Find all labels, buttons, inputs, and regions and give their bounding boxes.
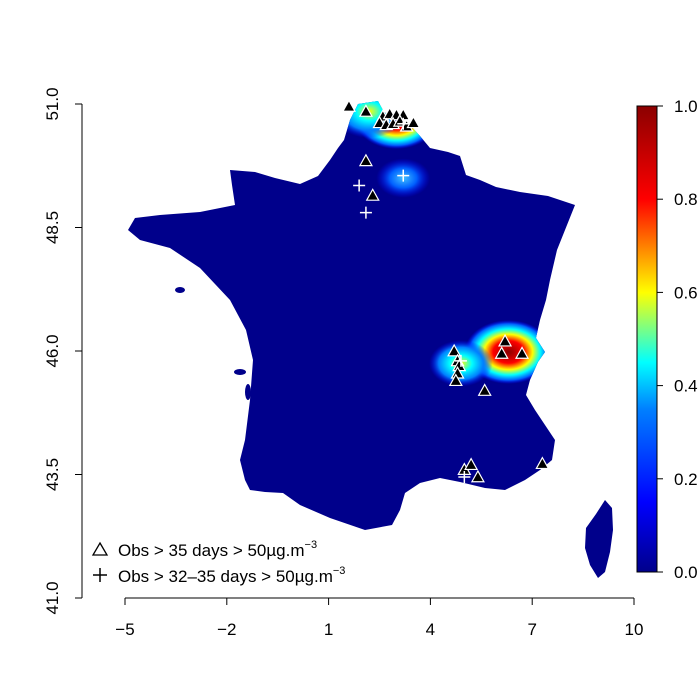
x-tick-label: 10 [625, 620, 644, 639]
x-tick-label: −2 [217, 620, 236, 639]
x-axis: −5 −2 1 4 7 10 [115, 597, 644, 639]
obs-triangle-marker [365, 188, 380, 201]
obs-triangle-marker [515, 346, 530, 359]
obs-plus-marker [353, 179, 366, 192]
observation-markers [341, 99, 550, 483]
obs-triangle-marker [358, 153, 373, 167]
obs-triangle-marker [358, 104, 373, 117]
x-tick-label: 1 [324, 620, 333, 639]
obs-triangle-marker [535, 456, 550, 470]
obs-triangle-marker [498, 333, 513, 347]
map-area [128, 99, 613, 578]
y-tick-label: 46.0 [43, 334, 62, 367]
obs-triangle-marker [341, 99, 356, 112]
colorbar: 0.0 0.2 0.4 0.6 0.8 1.0 [636, 97, 698, 582]
legend-triangle-label: Obs > 35 days > 50µg.m−3 [118, 539, 317, 560]
obs-triangle-marker [406, 115, 421, 129]
france-mainland [128, 101, 575, 530]
ile-de-re [234, 369, 246, 375]
legend-plus-icon [93, 568, 107, 582]
colorbar-tick-label: 0.8 [674, 190, 698, 209]
obs-triangle-marker [470, 469, 485, 483]
colorbar-tick-label: 0.6 [674, 283, 698, 302]
obs-plus-marker [454, 354, 467, 367]
obs-plus-marker [458, 470, 471, 483]
ile-d-oleron [245, 384, 251, 400]
colorbar-gradient [636, 105, 658, 573]
y-tick-label: 51.0 [43, 87, 62, 120]
obs-plus-marker [397, 117, 410, 130]
y-tick-label: 41.0 [43, 581, 62, 614]
legend: Obs > 35 days > 50µg.m−3 Obs > 32–35 day… [91, 539, 345, 586]
x-tick-label: 4 [426, 620, 435, 639]
y-tick-label: 43.5 [43, 458, 62, 491]
colorbar-tick-label: 1.0 [674, 97, 698, 116]
obs-triangle-marker [477, 383, 492, 396]
obs-plus-marker [359, 206, 372, 219]
obs-triangle-marker [448, 373, 463, 387]
y-axis: 41.0 43.5 46.0 48.5 51.0 [43, 87, 83, 615]
x-tick-label: 7 [527, 620, 536, 639]
x-tick-label: −5 [115, 620, 134, 639]
corsica [585, 500, 613, 578]
y-tick-label: 48.5 [43, 211, 62, 244]
obs-triangle-marker [464, 457, 479, 471]
colorbar-tick-label: 0.4 [674, 377, 698, 396]
obs-plus-marker [397, 169, 410, 182]
obs-triangle-marker [494, 346, 509, 359]
colorbar-tick-label: 0.2 [674, 470, 698, 489]
legend-plus-label: Obs > 32–35 days > 50µg.m−3 [118, 565, 345, 586]
legend-triangle-icon [91, 541, 109, 556]
obs-triangle-marker [447, 343, 462, 357]
colorbar-tick-label: 0.0 [674, 563, 698, 582]
belle-ile [175, 287, 185, 293]
